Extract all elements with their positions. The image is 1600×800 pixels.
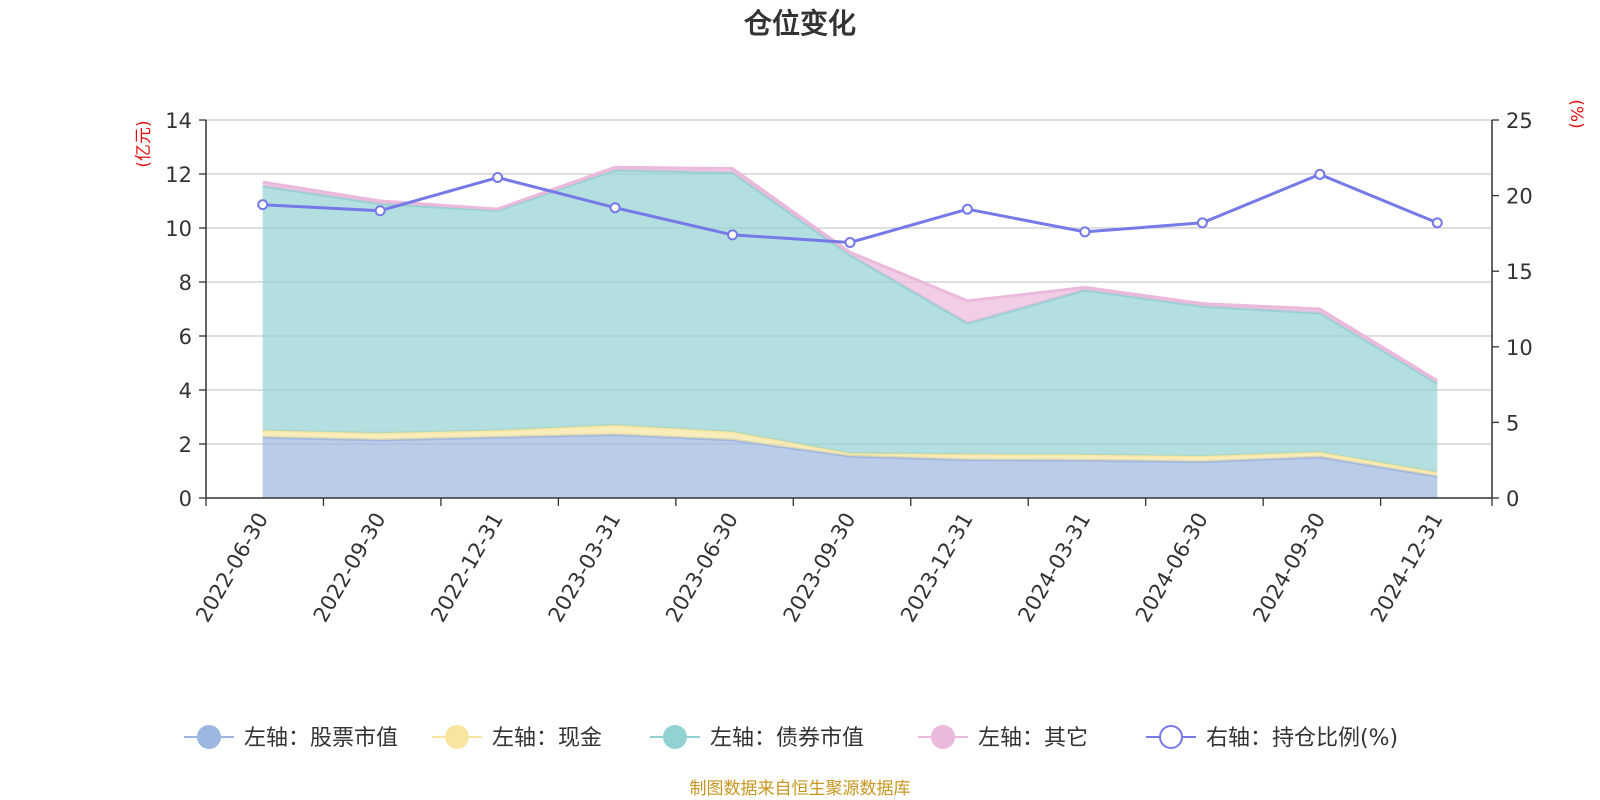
left-axis-tick-label: 0 — [179, 487, 192, 511]
ratio-point — [492, 171, 504, 183]
x-axis-tick-label: 2022-12-31 — [426, 509, 508, 627]
ratio-point — [374, 205, 386, 217]
legend-item[interactable]: 左轴：股票市值 — [184, 725, 398, 751]
x-axis-tick-label: 2024-09-30 — [1248, 509, 1330, 627]
left-axis-tick-label: 6 — [179, 325, 192, 349]
legend-label: 左轴：债券市值 — [710, 726, 864, 751]
chart-title: 仓位变化 — [744, 7, 856, 40]
ratio-point — [1079, 226, 1091, 238]
ratio-point — [727, 229, 739, 241]
x-axis-tick-label: 2024-12-31 — [1366, 509, 1448, 627]
legend-item[interactable]: 左轴：现金 — [432, 725, 602, 751]
legend-marker — [1159, 725, 1183, 749]
ratio-point — [961, 203, 973, 215]
left-axis-tick-label: 12 — [165, 163, 192, 187]
legend-item[interactable]: 右轴：持仓比例(%) — [1146, 725, 1398, 751]
ratio-point — [844, 236, 856, 248]
area-series-edge-3 — [262, 165, 1439, 382]
x-axis-tick-label: 2022-06-30 — [191, 509, 273, 627]
left-axis-tick-label: 2 — [179, 433, 192, 457]
legend-marker — [663, 725, 687, 749]
right-axis-tick-label: 10 — [1506, 336, 1533, 360]
right-axis-tick-label: 0 — [1506, 487, 1519, 511]
x-axis-tick-label: 2024-06-30 — [1131, 509, 1213, 627]
ratio-point — [1431, 217, 1443, 229]
right-axis-tick-label: 20 — [1506, 185, 1533, 209]
right-axis-tick-label: 25 — [1506, 109, 1533, 133]
x-axis-tick-label: 2024-03-31 — [1013, 509, 1095, 627]
left-axis-tick-label: 4 — [179, 379, 192, 403]
left-axis-tick-label: 14 — [165, 109, 192, 133]
position-ratio-line — [257, 168, 1443, 248]
data-source-note: 制图数据来自恒生聚源数据库 — [690, 779, 911, 799]
ratio-point — [257, 199, 269, 211]
area-series-2 — [262, 170, 1438, 473]
left-axis-unit: (亿元) — [134, 120, 154, 167]
legend-marker — [445, 725, 469, 749]
x-axis-tick-label: 2023-12-31 — [896, 508, 978, 626]
ratio-point — [1314, 168, 1326, 180]
right-axis-tick-label: 15 — [1506, 260, 1533, 284]
ratio-point — [609, 202, 621, 214]
x-axis-tick-label: 2022-09-30 — [309, 509, 391, 627]
x-axis-tick-label: 2023-06-30 — [661, 509, 743, 627]
x-axis-tick-label: 2023-03-31 — [544, 509, 626, 627]
legend-item[interactable]: 左轴：债券市值 — [650, 725, 864, 751]
legend-marker — [931, 725, 955, 749]
left-axis-tick-label: 8 — [179, 271, 192, 295]
ratio-point — [1196, 217, 1208, 229]
right-axis-unit: (%) — [1566, 99, 1586, 128]
legend[interactable]: 左轴：股票市值 左轴：现金 左轴：债券市值 左轴：其它 右轴：持仓比例(%) — [184, 725, 1398, 751]
legend-marker — [197, 725, 221, 749]
right-axis-tick-label: 5 — [1506, 411, 1519, 435]
legend-label: 左轴：现金 — [492, 726, 602, 751]
legend-label: 右轴：持仓比例(%) — [1206, 726, 1398, 751]
x-axis-tick-label: 2023-09-30 — [779, 509, 861, 627]
legend-label: 左轴：股票市值 — [244, 726, 398, 751]
left-axis-tick-label: 10 — [165, 217, 192, 241]
stacked-areas — [262, 165, 1439, 498]
area-series-0 — [262, 434, 1438, 498]
legend-label: 左轴：其它 — [978, 726, 1088, 751]
legend-item[interactable]: 左轴：其它 — [918, 725, 1088, 751]
